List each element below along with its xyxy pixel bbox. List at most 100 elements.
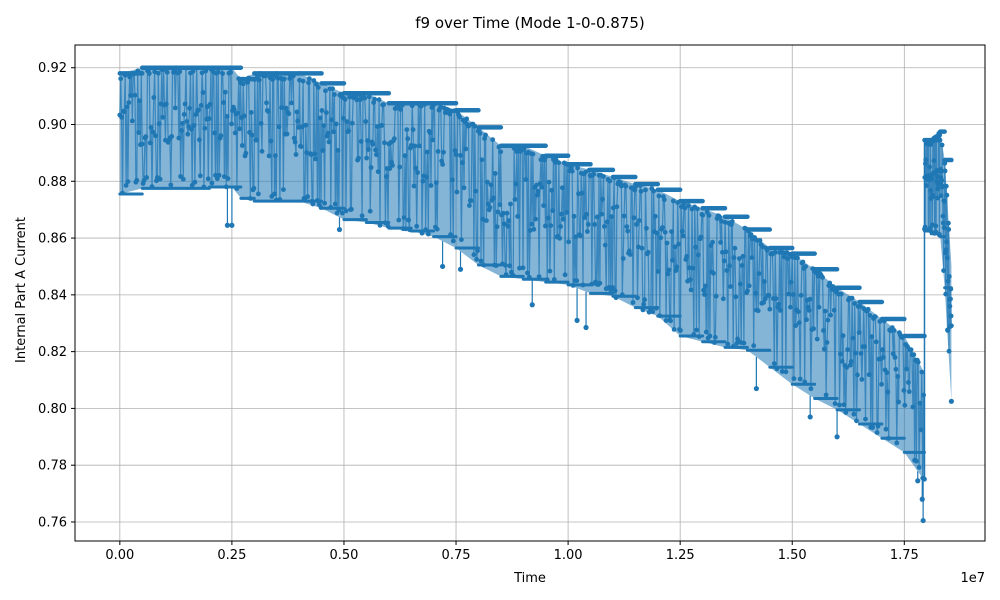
data-point	[189, 182, 195, 188]
data-point	[944, 192, 950, 198]
data-point	[402, 153, 408, 159]
data-point	[858, 351, 864, 356]
outlier-point	[920, 517, 926, 524]
data-point	[249, 132, 255, 138]
data-point	[494, 224, 500, 230]
y-axis-label: Internal Part A Current	[14, 217, 29, 363]
data-point	[872, 314, 878, 319]
data-point	[664, 240, 670, 246]
data-point	[143, 134, 149, 140]
data-point	[919, 369, 925, 375]
data-point	[356, 155, 361, 161]
data-point	[895, 374, 901, 379]
data-point	[265, 109, 271, 114]
data-point	[176, 135, 182, 141]
x-tick-label: 1.25	[666, 548, 695, 563]
data-point	[847, 362, 853, 368]
data-point	[866, 372, 872, 378]
data-point	[855, 372, 860, 378]
data-point	[663, 318, 669, 323]
data-point	[562, 272, 568, 278]
data-point	[921, 392, 926, 398]
data-point	[569, 168, 575, 174]
data-point	[491, 195, 496, 201]
data-point	[946, 227, 952, 232]
data-point	[703, 329, 709, 335]
data-point	[634, 222, 639, 227]
x-tick-label: 0.25	[217, 548, 246, 563]
data-point	[927, 164, 932, 170]
data-point	[321, 123, 327, 128]
outlier-point	[229, 222, 235, 228]
data-point	[152, 69, 158, 75]
data-point	[636, 218, 642, 223]
data-point	[906, 389, 912, 395]
data-point	[630, 300, 636, 305]
data-point	[479, 157, 485, 163]
data-point	[477, 131, 483, 136]
data-point	[179, 128, 184, 133]
x-tick-label: 0.00	[105, 548, 134, 563]
data-point	[295, 118, 301, 124]
data-point	[313, 156, 318, 162]
data-point	[945, 278, 951, 284]
data-point	[134, 177, 140, 183]
data-point	[723, 249, 729, 255]
data-point	[863, 416, 868, 422]
data-point	[541, 203, 546, 209]
data-point	[502, 262, 508, 268]
data-point	[822, 308, 828, 314]
data-point	[366, 94, 372, 100]
data-point	[311, 78, 317, 83]
data-point	[520, 265, 526, 271]
x-axis-label: Time	[513, 571, 546, 586]
data-point	[591, 171, 597, 177]
data-point	[256, 191, 261, 197]
data-point	[867, 313, 873, 318]
data-point	[610, 285, 615, 290]
data-point	[941, 268, 946, 273]
data-point	[168, 182, 174, 188]
data-point	[839, 359, 845, 364]
data-point	[202, 125, 208, 131]
data-point	[610, 205, 616, 211]
data-point	[453, 152, 459, 157]
data-point	[370, 141, 376, 147]
data-point	[661, 197, 667, 203]
data-point	[600, 196, 605, 202]
data-point	[231, 107, 237, 113]
data-point	[319, 108, 325, 113]
data-point	[884, 370, 890, 376]
data-point	[299, 124, 305, 130]
data-point	[665, 271, 671, 277]
data-point	[354, 97, 360, 103]
data-point	[694, 327, 699, 333]
data-point	[757, 238, 763, 243]
data-point	[286, 111, 292, 117]
data-point	[896, 399, 901, 405]
data-point	[931, 158, 937, 164]
plot-frame	[74, 44, 986, 542]
data-point	[944, 239, 949, 245]
data-point	[796, 320, 802, 326]
data-point	[411, 183, 417, 189]
data-point	[430, 137, 436, 143]
data-point	[942, 199, 947, 204]
data-point	[160, 114, 166, 120]
data-point	[666, 267, 672, 273]
data-point	[297, 77, 302, 83]
data-point	[701, 287, 706, 293]
data-point	[753, 290, 758, 296]
data-point	[335, 148, 341, 153]
data-point	[939, 142, 945, 148]
data-point	[549, 187, 555, 193]
data-point	[786, 291, 791, 297]
data-point	[849, 295, 855, 301]
data-point	[790, 292, 796, 297]
data-point	[397, 164, 403, 170]
data-point	[749, 255, 755, 260]
data-point	[908, 347, 914, 353]
data-point	[945, 328, 951, 333]
y-tick-label: 0.78	[38, 459, 67, 474]
data-point	[856, 330, 862, 335]
